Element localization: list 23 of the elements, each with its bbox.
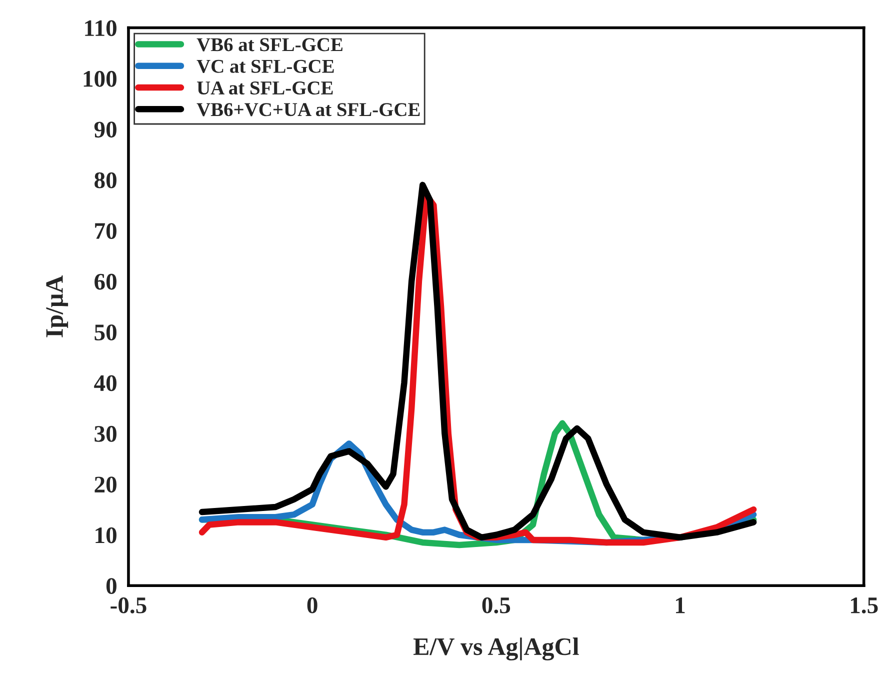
legend-label: UA at SFL-GCE [197, 81, 333, 95]
y-tick-label: 50 [94, 324, 116, 340]
legend-label: VB6+VC+UA at SFL-GCE [196, 103, 420, 116]
y-tick-label: 100 [84, 70, 116, 87]
y-tick-label: 60 [94, 274, 116, 290]
legend-label: VC at SFL-GCE [196, 60, 334, 73]
x-axis-title: E/V vs Ag|AgCl [413, 638, 579, 660]
y-axis-title: Ip/μA [46, 275, 68, 338]
y-tick-label: 110 [85, 20, 116, 36]
y-tick-label: 40 [94, 375, 116, 392]
y-tick-label: 0 [106, 578, 116, 594]
x-tick-label: 1 [676, 597, 685, 614]
y-tick-label: 10 [96, 527, 116, 544]
y-tick-label: 70 [95, 223, 116, 240]
x-tick-label: 0 [307, 597, 318, 614]
x-tick-label: -0.5 [110, 597, 146, 614]
y-tick-label: 20 [94, 476, 116, 493]
y-tick-label: 80 [94, 172, 116, 188]
x-tick-label: 1.5 [850, 597, 878, 614]
x-tick-label: 0.5 [482, 597, 510, 614]
legend-label: VB6 at SFL-GCE [196, 38, 342, 52]
y-tick-label: 30 [94, 426, 116, 442]
y-tick-label: 90 [94, 122, 116, 138]
